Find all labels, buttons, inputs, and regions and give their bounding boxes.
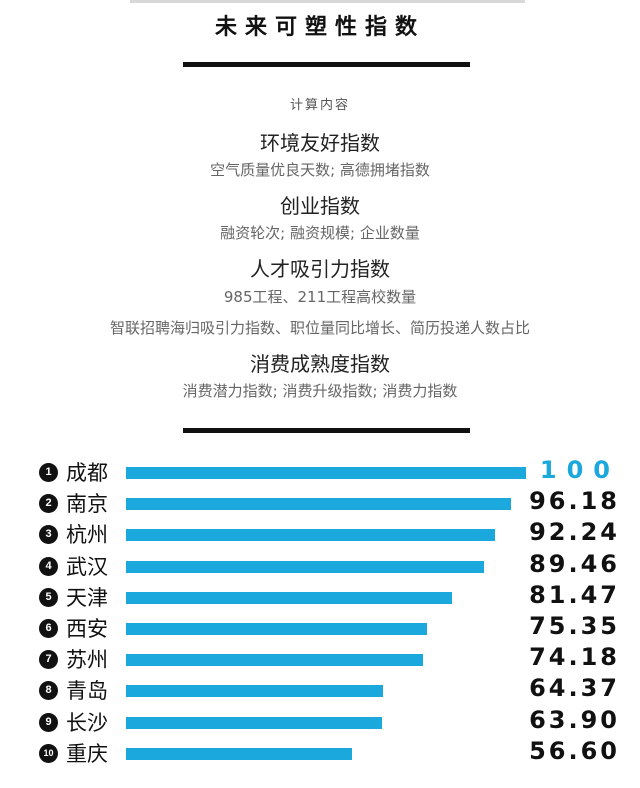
value-label: 63.90	[529, 706, 620, 734]
chart-row: 6 西安 75.35	[0, 612, 640, 643]
city-label: 长沙	[66, 711, 108, 735]
value-label: 75.35	[529, 612, 620, 640]
city-label: 成都	[66, 461, 108, 485]
city-label: 西安	[66, 617, 108, 641]
rank-badge: 8	[39, 681, 58, 700]
chart-row: 9 长沙 63.90	[0, 706, 640, 737]
bar	[126, 498, 511, 510]
chart-row: 10 重庆 56.60	[0, 737, 640, 768]
value-label: 74.18	[529, 643, 620, 671]
city-label: 武汉	[66, 555, 108, 579]
divider-top	[183, 62, 470, 67]
index-desc-talent-2: 智联招聘海归吸引力指数、职位量同比增长、简历投递人数占比	[109, 319, 530, 337]
city-label: 杭州	[66, 523, 108, 547]
chart-row: 3 杭州 92.24	[0, 518, 640, 549]
bar	[126, 748, 352, 760]
bar	[126, 623, 427, 635]
bar	[126, 592, 452, 604]
ranking-bar-chart: 1 成都 100 2 南京 96.18 3 杭州 92.24 4 武汉 89.46 5 天津 81.47 6 西…	[0, 456, 640, 788]
value-label: 56.60	[529, 737, 620, 765]
chart-row: 2 南京 96.18	[0, 487, 640, 518]
index-desc-environment: 空气质量优良天数; 高德拥堵指数	[210, 161, 430, 179]
rank-badge: 1	[39, 463, 58, 482]
rank-badge: 6	[39, 619, 58, 638]
city-label: 重庆	[66, 742, 108, 766]
index-desc-talent-1: 985工程、211工程高校数量	[223, 288, 417, 306]
bar	[126, 654, 423, 666]
value-label: 92.24	[529, 518, 620, 546]
value-label: 81.47	[529, 581, 620, 609]
bar	[126, 561, 484, 573]
chart-row: 1 成都 100	[0, 456, 640, 487]
rank-badge: 4	[39, 557, 58, 576]
rank-badge: 2	[39, 494, 58, 513]
index-desc-startup: 融资轮次; 融资规模; 企业数量	[220, 224, 420, 242]
index-name-consumption: 消费成熟度指数	[250, 352, 390, 376]
value-label: 64.37	[529, 674, 620, 702]
city-label: 南京	[66, 492, 108, 516]
rank-badge: 9	[39, 713, 58, 732]
chart-row: 4 武汉 89.46	[0, 550, 640, 581]
value-label: 89.46	[529, 550, 620, 578]
chart-row: 5 天津 81.47	[0, 581, 640, 612]
city-label: 青岛	[66, 679, 108, 703]
index-desc-consumption: 消费潜力指数; 消费升级指数; 消费力指数	[182, 382, 458, 400]
bar	[126, 685, 383, 697]
top-decorative-strip	[130, 0, 525, 3]
rank-badge: 10	[39, 744, 58, 763]
bar	[126, 529, 495, 541]
page-title: 未来可塑性指数	[214, 15, 425, 40]
rank-badge: 7	[39, 650, 58, 669]
index-name-environment: 环境友好指数	[260, 131, 380, 155]
content-header: 计算内容	[289, 98, 350, 113]
bar	[126, 717, 382, 729]
index-name-startup: 创业指数	[280, 194, 360, 218]
chart-row: 7 苏州 74.18	[0, 643, 640, 674]
rank-badge: 5	[39, 588, 58, 607]
bar	[126, 467, 526, 479]
rank-badge: 3	[39, 525, 58, 544]
index-name-talent: 人才吸引力指数	[250, 257, 390, 281]
value-label: 100	[539, 456, 620, 484]
chart-row: 8 青岛 64.37	[0, 674, 640, 705]
city-label: 天津	[66, 586, 108, 610]
city-label: 苏州	[66, 648, 108, 672]
divider-bottom	[183, 428, 470, 433]
value-label: 96.18	[529, 487, 620, 515]
